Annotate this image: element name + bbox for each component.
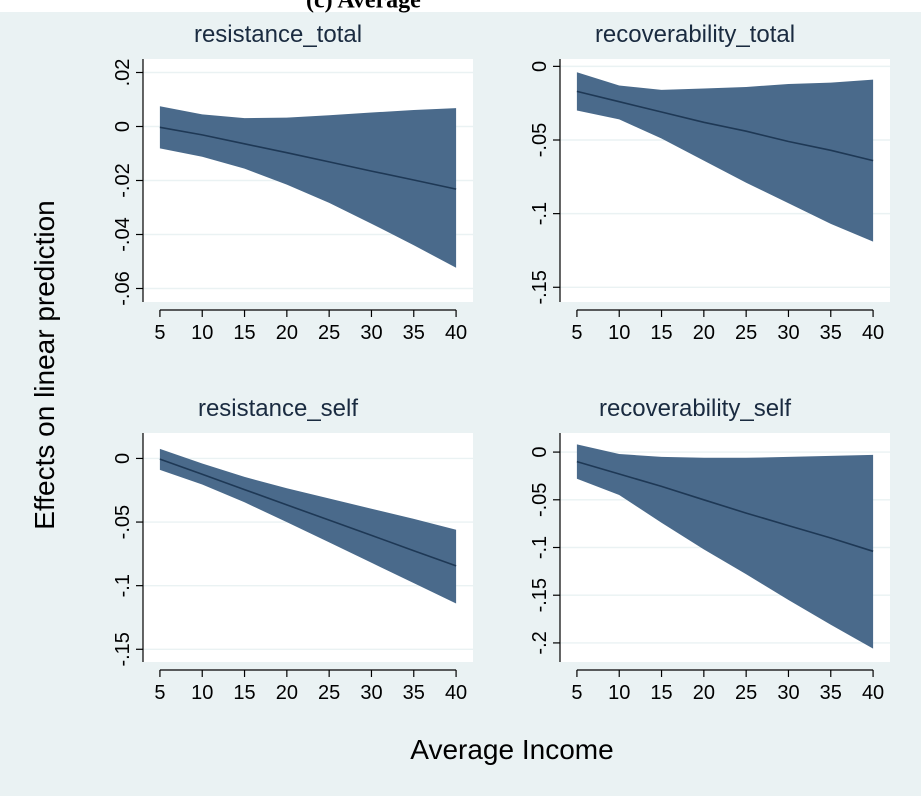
x-tick-label: 5 [154, 322, 165, 344]
x-tick-label: 40 [445, 682, 467, 704]
x-tick-label: 25 [735, 682, 757, 704]
x-tick-label: 25 [318, 682, 340, 704]
x-tick-label: 20 [693, 322, 715, 344]
y-tick-label: .02 [112, 59, 134, 87]
panel-title: recoverability_self [599, 395, 791, 422]
x-tick-label: 40 [862, 682, 884, 704]
x-tick-label: 5 [571, 682, 582, 704]
x-tick-label: 20 [276, 682, 298, 704]
y-tick-label: -.1 [529, 536, 551, 559]
y-tick-label: -.05 [529, 123, 551, 157]
y-tick-label: -.2 [529, 631, 551, 654]
x-tick-label: 10 [608, 682, 630, 704]
panel-title: resistance_self [198, 395, 358, 422]
panel-title: resistance_total [194, 21, 362, 48]
x-tick-label: 35 [403, 682, 425, 704]
x-tick-label: 40 [862, 322, 884, 344]
x-tick-label: 30 [777, 682, 799, 704]
x-axis-title: Average Income [410, 734, 613, 765]
estimate-line [159, 458, 457, 567]
panel-recoverability-self: recoverability_self 0 -.05 -.1 -.15 -.2 5 10 15 2… [529, 395, 890, 704]
x-tick-label: 30 [777, 322, 799, 344]
x-tick-label: 40 [445, 322, 467, 344]
panel-recoverability-total: recoverability_total 0 -.05 -.1 -.15 5 10 15 20 2… [529, 21, 890, 344]
x-tick-label: 20 [276, 322, 298, 344]
x-tick-label: 15 [650, 682, 672, 704]
y-tick-label: -.15 [529, 270, 551, 304]
x-tick-label: 10 [191, 682, 213, 704]
confidence-band [576, 72, 874, 242]
y-tick-label: -.1 [529, 202, 551, 225]
panel-title: recoverability_total [595, 21, 795, 48]
panel-resistance-total: resistance_total .02 0 -.02 -.04 -.06 5 10 15 20 2… [112, 21, 473, 344]
y-tick-label: -.06 [112, 271, 134, 305]
x-tick-label: 15 [233, 682, 255, 704]
y-axis-title: Effects on linear prediction [29, 200, 60, 529]
x-tick-label: 25 [318, 322, 340, 344]
confidence-band [159, 106, 457, 268]
y-tick-label: -.04 [112, 217, 134, 251]
confidence-band [576, 444, 874, 649]
x-tick-label: 35 [820, 322, 842, 344]
x-tick-label: 35 [403, 322, 425, 344]
y-tick-label: -.1 [112, 574, 134, 597]
estimate-line [159, 126, 457, 190]
panels: resistance_total .02 0 -.02 -.04 -.06 5 10 15 20 2… [112, 21, 890, 704]
y-tick-label: -.05 [112, 505, 134, 539]
x-tick-label: 35 [820, 682, 842, 704]
y-tick-label: -.02 [112, 163, 134, 197]
y-tick-label: 0 [112, 453, 134, 464]
x-tick-label: 15 [233, 322, 255, 344]
x-tick-label: 30 [360, 682, 382, 704]
x-tick-label: 5 [154, 682, 165, 704]
y-tick-label: -.15 [112, 632, 134, 666]
x-tick-label: 10 [191, 322, 213, 344]
confidence-band [159, 448, 457, 604]
x-tick-label: 15 [650, 322, 672, 344]
y-tick-label: -.05 [529, 483, 551, 517]
panel-resistance-self: resistance_self 0 -.05 -.1 -.15 5 10 15 20 25 30 35… [112, 395, 473, 704]
y-tick-label: 0 [112, 121, 134, 132]
estimate-line [576, 90, 874, 162]
x-tick-label: 25 [735, 322, 757, 344]
y-tick-label: -.15 [529, 578, 551, 612]
y-tick-label: 0 [529, 61, 551, 72]
figure-header: (c) Average [306, 0, 421, 14]
x-tick-label: 10 [608, 322, 630, 344]
x-tick-label: 5 [571, 322, 582, 344]
estimate-line [576, 460, 874, 553]
x-tick-label: 20 [693, 682, 715, 704]
y-tick-label: 0 [529, 447, 551, 458]
x-tick-label: 30 [360, 322, 382, 344]
